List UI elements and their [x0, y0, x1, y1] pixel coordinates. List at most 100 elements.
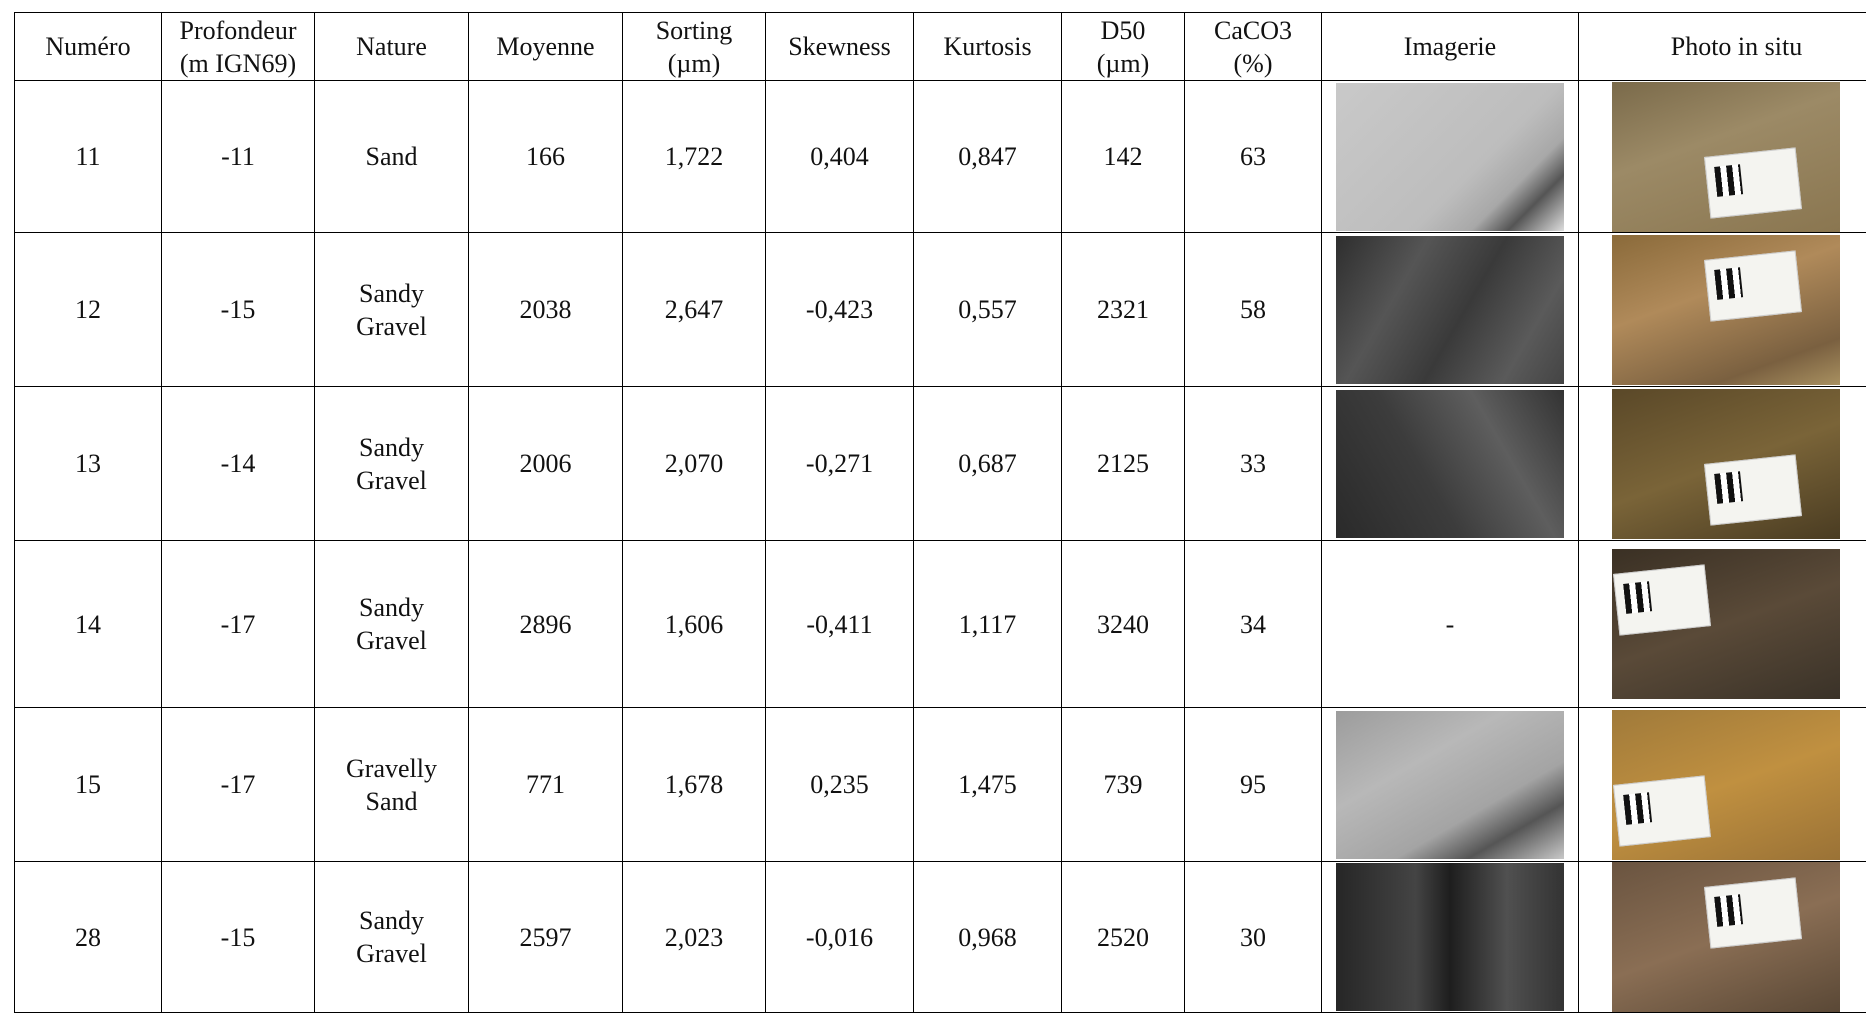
cell: 13 — [15, 387, 162, 541]
header-text: Sorting — [623, 14, 765, 47]
cell-text: Gravel — [315, 310, 468, 343]
cell: -0,411 — [766, 541, 914, 708]
cell: 30 — [1185, 862, 1322, 1013]
cell: 0,557 — [914, 233, 1062, 387]
cell: 33 — [1185, 387, 1322, 541]
cell: 28 — [15, 862, 162, 1013]
cell: 771 — [469, 708, 623, 862]
header-cell: Skewness — [766, 13, 914, 81]
photo-cell — [1579, 541, 1866, 708]
photo-card — [1704, 147, 1802, 218]
cell: 11 — [15, 81, 162, 233]
imagerie-cell — [1322, 233, 1579, 387]
cell-text: Gravel — [315, 937, 468, 970]
header-text: (µm) — [1062, 47, 1184, 80]
cell: 1,722 — [623, 81, 766, 233]
header-cell: Numéro — [15, 13, 162, 81]
photo-cell — [1579, 81, 1866, 233]
cell: 3240 — [1062, 541, 1185, 708]
sonar-image — [1336, 236, 1564, 384]
cell: 1,117 — [914, 541, 1062, 708]
header-text: Imagerie — [1322, 30, 1578, 63]
cell: 63 — [1185, 81, 1322, 233]
cell: 2520 — [1062, 862, 1185, 1013]
cell: 0,404 — [766, 81, 914, 233]
header-cell: Imagerie — [1322, 13, 1579, 81]
photo-cell — [1579, 387, 1866, 541]
cell-text: Sand — [315, 785, 468, 818]
cell-text: Gravelly — [315, 752, 468, 785]
cell: 0,968 — [914, 862, 1062, 1013]
cell: 58 — [1185, 233, 1322, 387]
header-text: (m IGN69) — [162, 47, 314, 80]
cell-text: Sand — [315, 140, 468, 173]
photo-card — [1704, 877, 1802, 948]
cell: 142 — [1062, 81, 1185, 233]
photo-card — [1613, 775, 1711, 846]
imagerie-cell — [1322, 81, 1579, 233]
cell: 15 — [15, 708, 162, 862]
imagerie-cell — [1322, 387, 1579, 541]
cell-text: Sandy — [315, 904, 468, 937]
cell: -0,016 — [766, 862, 914, 1013]
cell: 2006 — [469, 387, 623, 541]
header-text: Profondeur — [162, 14, 314, 47]
header-text: Nature — [315, 30, 468, 63]
cell: 739 — [1062, 708, 1185, 862]
cell: -14 — [162, 387, 315, 541]
header-cell: CaCO3(%) — [1185, 13, 1322, 81]
cell-text: Sandy — [315, 431, 468, 464]
imagerie-cell: - — [1322, 541, 1579, 708]
imagerie-cell — [1322, 862, 1579, 1013]
header-text: Photo in situ — [1579, 30, 1866, 63]
header-text: Numéro — [15, 30, 161, 63]
header-cell: Photo in situ — [1579, 13, 1866, 81]
header-text: Skewness — [766, 30, 913, 63]
cell: 12 — [15, 233, 162, 387]
sonar-image — [1336, 863, 1564, 1011]
cell: 2125 — [1062, 387, 1185, 541]
cell: -15 — [162, 233, 315, 387]
cell: 1,678 — [623, 708, 766, 862]
sonar-image — [1336, 711, 1564, 859]
cell: 0,847 — [914, 81, 1062, 233]
header-text: Moyenne — [469, 30, 622, 63]
header-cell: Nature — [315, 13, 469, 81]
cell: 1,606 — [623, 541, 766, 708]
photo — [1612, 82, 1840, 232]
photo-cell — [1579, 862, 1866, 1013]
cell: 2038 — [469, 233, 623, 387]
cell-text: Gravel — [315, 624, 468, 657]
cell: 2,023 — [623, 862, 766, 1013]
cell: 95 — [1185, 708, 1322, 862]
photo-card — [1704, 250, 1802, 321]
header-cell: Profondeur(m IGN69) — [162, 13, 315, 81]
header-text: CaCO3 — [1185, 14, 1321, 47]
cell: -0,423 — [766, 233, 914, 387]
photo-cell — [1579, 233, 1866, 387]
photo-card — [1613, 564, 1711, 635]
cell-text: Gravel — [315, 464, 468, 497]
header-text: (%) — [1185, 47, 1321, 80]
cell: -17 — [162, 708, 315, 862]
cell-text: Sandy — [315, 277, 468, 310]
cell: 2597 — [469, 862, 623, 1013]
cell: 14 — [15, 541, 162, 708]
sonar-image — [1336, 390, 1564, 538]
cell: 2,070 — [623, 387, 766, 541]
photo — [1612, 549, 1840, 699]
cell-text: Sandy — [315, 591, 468, 624]
photo — [1612, 235, 1840, 385]
cell: -15 — [162, 862, 315, 1013]
